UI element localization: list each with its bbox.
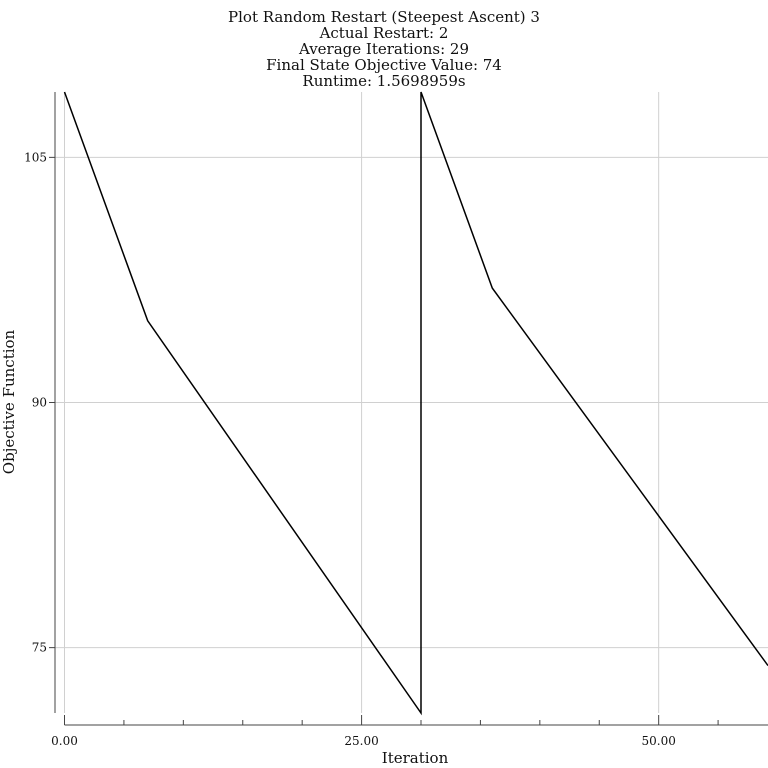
x-tick-label-0: 0.00 bbox=[51, 734, 78, 748]
y-axis-label: Objective Function bbox=[0, 329, 18, 474]
title-line-2: Actual Restart: 2 bbox=[319, 24, 449, 42]
series bbox=[63, 91, 768, 716]
y-tick-label-2: 105 bbox=[24, 150, 47, 164]
series-line-0 bbox=[63, 91, 768, 716]
grid bbox=[55, 92, 768, 713]
title-line-5: Runtime: 1.5698959s bbox=[302, 72, 465, 90]
title-line-3: Average Iterations: 29 bbox=[298, 40, 469, 58]
x-tick-label-2: 50.00 bbox=[641, 734, 675, 748]
y-tick-label-1: 90 bbox=[32, 396, 47, 410]
x-tick-label-1: 25.00 bbox=[344, 734, 378, 748]
title-line-1: Plot Random Restart (Steepest Ascent) 3 bbox=[228, 8, 540, 26]
title-line-4: Final State Objective Value: 74 bbox=[266, 56, 502, 74]
tick-labels: 75 90 105 0.00 25.00 50.00 bbox=[24, 150, 676, 748]
chart-title: Plot Random Restart (Steepest Ascent) 3A… bbox=[228, 8, 540, 90]
x-axis-label: Iteration bbox=[382, 749, 449, 767]
axes bbox=[49, 92, 768, 726]
y-tick-label-0: 75 bbox=[32, 641, 47, 655]
